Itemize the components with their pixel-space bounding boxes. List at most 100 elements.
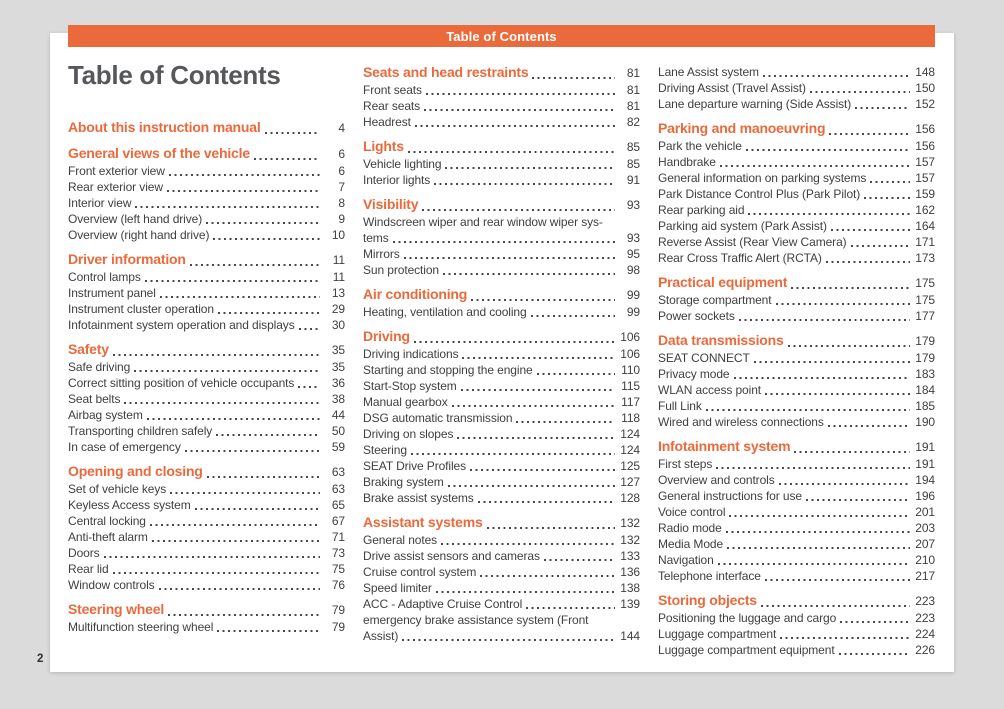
toc-section-heading[interactable]: Practical equipment 175 [658, 274, 935, 292]
toc-entry[interactable]: Parking aid system (Park Assist) 164 [658, 218, 935, 234]
toc-section-heading[interactable]: Infotainment system 191 [658, 438, 935, 456]
toc-section-heading[interactable]: Visibility 93 [363, 196, 640, 214]
toc-entry[interactable]: Media Mode 207 [658, 536, 935, 552]
toc-section-heading[interactable]: Seats and head restraints 81 [363, 64, 640, 82]
toc-entry[interactable]: Lane departure warning (Side Assist) 152 [658, 96, 935, 112]
toc-entry[interactable]: Set of vehicle keys 63 [68, 481, 345, 497]
toc-entry[interactable]: Luggage compartment 224 [658, 626, 935, 642]
toc-entry[interactable]: Window controls 76 [68, 577, 345, 593]
toc-entry[interactable]: Central locking 67 [68, 513, 345, 529]
toc-entry[interactable]: Privacy mode 183 [658, 366, 935, 382]
toc-entry[interactable]: Multifunction steering wheel 79 [68, 619, 345, 635]
toc-entry[interactable]: Sun protection 98 [363, 262, 640, 278]
toc-entry[interactable]: Rear Cross Traffic Alert (RCTA) 173 [658, 250, 935, 266]
toc-entry[interactable]: General instructions for use 196 [658, 488, 935, 504]
toc-section-heading[interactable]: Storing objects 223 [658, 592, 935, 610]
toc-entry[interactable]: Mirrors 95 [363, 246, 640, 262]
toc-entry[interactable]: Navigation 210 [658, 552, 935, 568]
toc-entry[interactable]: Interior lights 91 [363, 172, 640, 188]
toc-entry[interactable]: Assist) 144 [363, 628, 640, 644]
toc-entry[interactable]: Safe driving 35 [68, 359, 345, 375]
toc-entry[interactable]: Doors 73 [68, 545, 345, 561]
toc-entry[interactable]: Correct sitting position of vehicle occu… [68, 375, 345, 391]
toc-section-heading[interactable]: Driving 106 [363, 328, 640, 346]
toc-entry[interactable]: Drive assist sensors and cameras 133 [363, 548, 640, 564]
toc-entry[interactable]: Park Distance Control Plus (Park Pilot) 1… [658, 186, 935, 202]
toc-section-heading[interactable]: General views of the vehicle 6 [68, 145, 345, 163]
toc-entry[interactable]: Control lamps 11 [68, 269, 345, 285]
toc-entry[interactable]: Lane Assist system 148 [658, 64, 935, 80]
toc-entry[interactable]: Park the vehicle 156 [658, 138, 935, 154]
toc-entry[interactable]: Interior view 8 [68, 195, 345, 211]
toc-entry[interactable]: Rear lid 75 [68, 561, 345, 577]
toc-entry[interactable]: Steering 124 [363, 442, 640, 458]
toc-entry[interactable]: Telephone interface 217 [658, 568, 935, 584]
toc-entry[interactable]: General information on parking systems 15… [658, 170, 935, 186]
toc-entry[interactable]: Vehicle lighting 85 [363, 156, 640, 172]
toc-entry[interactable]: Manual gearbox 117 [363, 394, 640, 410]
toc-entry[interactable]: Speed limiter 138 [363, 580, 640, 596]
toc-entry[interactable]: Radio mode 203 [658, 520, 935, 536]
toc-entry[interactable]: Front seats 81 [363, 82, 640, 98]
toc-entry[interactable]: Airbag system 44 [68, 407, 345, 423]
toc-entry[interactable]: Driving on slopes 124 [363, 426, 640, 442]
toc-section-heading[interactable]: About this instruction manual 4 [68, 119, 345, 137]
toc-section-heading[interactable]: Steering wheel 79 [68, 601, 345, 619]
toc-entry[interactable]: Overview (right hand drive) 10 [68, 227, 345, 243]
toc-entry[interactable]: Instrument cluster operation 29 [68, 301, 345, 317]
toc-entry[interactable]: emergency brake assistance system (Front [363, 612, 640, 628]
toc-section-heading[interactable]: Parking and manoeuvring 156 [658, 120, 935, 138]
toc-entry[interactable]: Storage compartment 175 [658, 292, 935, 308]
toc-entry[interactable]: Anti-theft alarm 71 [68, 529, 345, 545]
toc-entry[interactable]: Instrument panel 13 [68, 285, 345, 301]
toc-entry[interactable]: In case of emergency 59 [68, 439, 345, 455]
toc-entry[interactable]: Cruise control system 136 [363, 564, 640, 580]
toc-entry[interactable]: Windscreen wiper and rear window wiper s… [363, 214, 640, 230]
toc-entry[interactable]: Start-Stop system 115 [363, 378, 640, 394]
section-heading-page: 191 [915, 440, 935, 454]
toc-entry[interactable]: Heating, ventilation and cooling 99 [363, 304, 640, 320]
toc-entry[interactable]: SEAT CONNECT 179 [658, 350, 935, 366]
section-heading-label: Lights [363, 138, 404, 154]
toc-entry[interactable]: Starting and stopping the engine 110 [363, 362, 640, 378]
toc-entry[interactable]: Overview (left hand drive) 9 [68, 211, 345, 227]
toc-entry[interactable]: Brake assist systems 128 [363, 490, 640, 506]
toc-entry[interactable]: WLAN access point 184 [658, 382, 935, 398]
toc-entry[interactable]: DSG automatic transmission 118 [363, 410, 640, 426]
toc-entry[interactable]: Transporting children safely 50 [68, 423, 345, 439]
toc-entry[interactable]: Reverse Assist (Rear View Camera) 171 [658, 234, 935, 250]
toc-entry[interactable]: Driving Assist (Travel Assist) 150 [658, 80, 935, 96]
toc-columns: About this instruction manual 4 General vi… [68, 56, 936, 658]
toc-entry[interactable]: Positioning the luggage and cargo 223 [658, 610, 935, 626]
toc-entry[interactable]: Overview and controls 194 [658, 472, 935, 488]
toc-entry[interactable]: First steps 191 [658, 456, 935, 472]
toc-entry[interactable]: Keyless Access system 65 [68, 497, 345, 513]
toc-entry[interactable]: Driving indications 106 [363, 346, 640, 362]
toc-entry[interactable]: SEAT Drive Profiles 125 [363, 458, 640, 474]
toc-entry[interactable]: Rear seats 81 [363, 98, 640, 114]
toc-entry[interactable]: Full Link 185 [658, 398, 935, 414]
toc-entry[interactable]: Luggage compartment equipment 226 [658, 642, 935, 658]
toc-section-heading[interactable]: Lights 85 [363, 138, 640, 156]
toc-entry[interactable]: Rear exterior view 7 [68, 179, 345, 195]
toc-entry[interactable]: Headrest 82 [363, 114, 640, 130]
toc-entry[interactable]: Front exterior view 6 [68, 163, 345, 179]
toc-entry[interactable]: General notes 132 [363, 532, 640, 548]
toc-section-heading[interactable]: Air conditioning 99 [363, 286, 640, 304]
toc-entry[interactable]: Power sockets 177 [658, 308, 935, 324]
dot-leader [825, 261, 910, 263]
toc-entry[interactable]: Braking system 127 [363, 474, 640, 490]
toc-section-heading[interactable]: Data transmissions 179 [658, 332, 935, 350]
toc-entry[interactable]: Wired and wireless connections 190 [658, 414, 935, 430]
toc-section-heading[interactable]: Opening and closing 63 [68, 463, 345, 481]
toc-entry[interactable]: Seat belts 38 [68, 391, 345, 407]
toc-section-heading[interactable]: Assistant systems 132 [363, 514, 640, 532]
toc-section-heading[interactable]: Safety 35 [68, 341, 345, 359]
toc-entry[interactable]: Voice control 201 [658, 504, 935, 520]
toc-entry[interactable]: tems 93 [363, 230, 640, 246]
toc-entry[interactable]: Infotainment system operation and displa… [68, 317, 345, 333]
toc-entry[interactable]: Rear parking aid 162 [658, 202, 935, 218]
toc-entry[interactable]: Handbrake 157 [658, 154, 935, 170]
toc-entry[interactable]: ACC - Adaptive Cruise Control 139 [363, 596, 640, 612]
toc-section-heading[interactable]: Driver information 11 [68, 251, 345, 269]
